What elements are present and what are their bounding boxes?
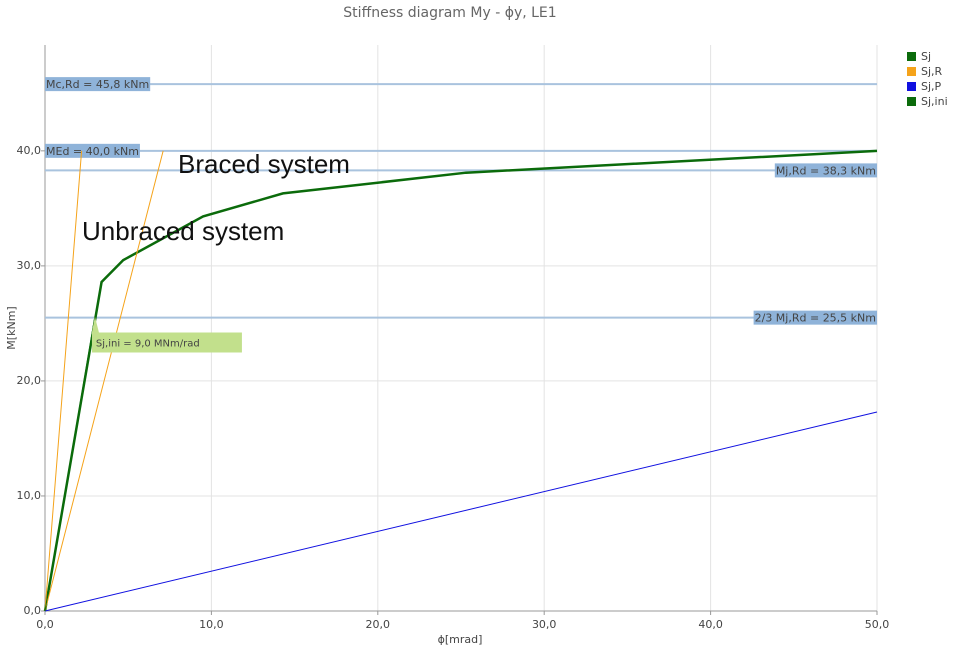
y-tick-label: 30,0 [17, 259, 42, 272]
series-line [44, 150, 164, 612]
tooltip-text: Sj,ini = 9,0 MNm/rad [96, 338, 200, 349]
reference-label: MEd = 40,0 kNm [46, 145, 139, 158]
legend-swatch [907, 67, 916, 76]
tooltip-bg [91, 316, 242, 353]
x-tick-label: 40,0 [698, 618, 723, 631]
annotation: Braced system [178, 149, 350, 179]
reference-label: Mc,Rd = 45,8 kNm [46, 78, 149, 91]
x-tick-label: 10,0 [199, 618, 224, 631]
chart-title: Stiffness diagram My - ϕy, LE1 [343, 5, 556, 21]
series-line [43, 149, 878, 612]
annotation: Unbraced system [82, 216, 284, 246]
y-tick-label: 40,0 [17, 144, 42, 157]
legend-label: Sj,R [921, 65, 943, 78]
y-tick-label: 0,0 [24, 604, 42, 617]
y-tick-label: 10,0 [17, 489, 42, 502]
x-tick-label: 50,0 [865, 618, 890, 631]
legend-label: Sj [921, 50, 931, 63]
reference-label-bg [45, 143, 140, 158]
legend-swatch [907, 97, 916, 106]
series-line [44, 316, 96, 612]
legend-label: Sj,P [921, 80, 942, 93]
reference-label: 2/3 Mj,Rd = 25,5 kNm [755, 312, 876, 325]
series-line [44, 411, 878, 612]
legend-swatch [907, 82, 916, 91]
y-tick-label: 20,0 [17, 374, 42, 387]
reference-label-bg [753, 310, 877, 325]
x-tick-label: 30,0 [532, 618, 557, 631]
reference-label-bg [774, 163, 877, 178]
x-tick-label: 0,0 [36, 618, 54, 631]
reference-label-bg [45, 77, 151, 92]
x-axis-label: ϕ[mrad] [438, 633, 483, 646]
legend-swatch [907, 52, 916, 61]
y-axis-label: M[kNm] [5, 306, 18, 349]
legend-label: Sj,ini [921, 95, 948, 108]
x-tick-label: 20,0 [366, 618, 391, 631]
reference-label: Mj,Rd = 38,3 kNm [776, 164, 876, 177]
